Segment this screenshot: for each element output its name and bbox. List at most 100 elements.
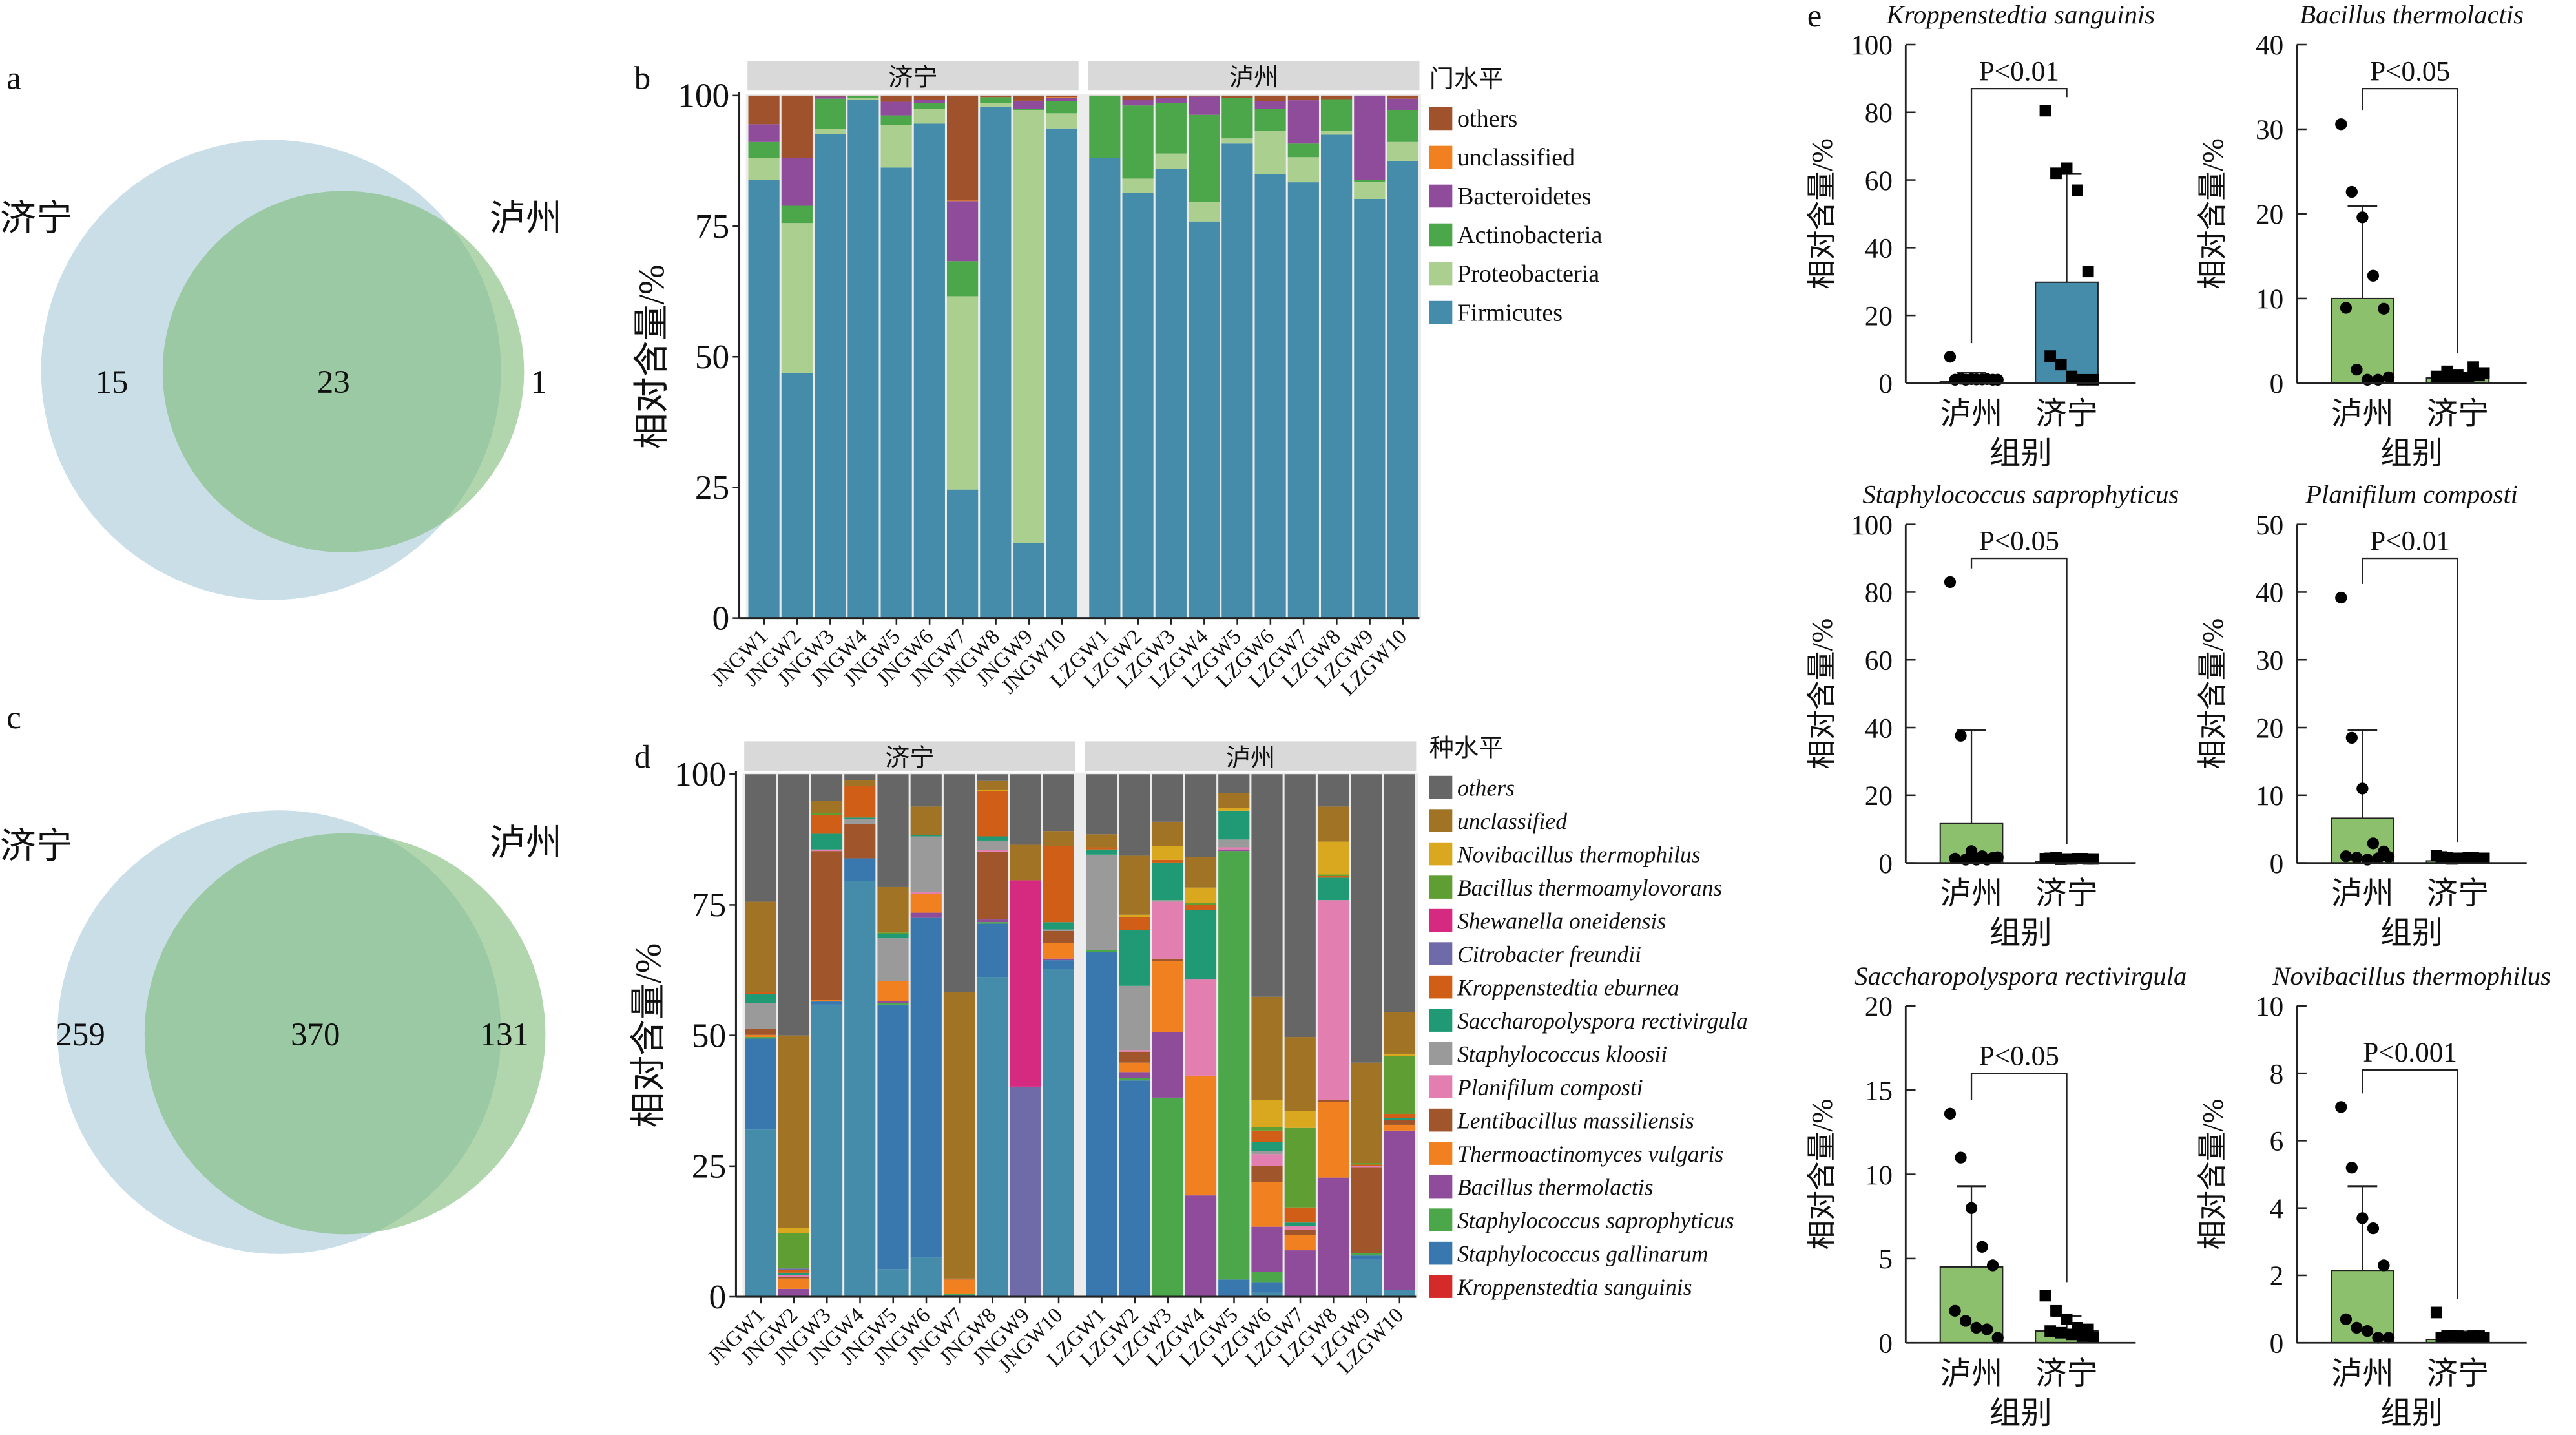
bar-segment — [1284, 1222, 1316, 1226]
bar-segment — [977, 790, 1008, 791]
bar-segment — [1351, 1062, 1382, 1163]
bar-segment — [1043, 929, 1074, 931]
bar-segment — [943, 774, 975, 992]
data-point — [2367, 1222, 2380, 1235]
data-point — [1955, 1151, 1967, 1164]
bar-segment — [880, 101, 912, 116]
bar-segment — [977, 774, 1008, 781]
bar-segment — [1320, 131, 1353, 135]
data-point — [2467, 1330, 2479, 1342]
plot-title: Kroppenstedtia sanguinis — [1886, 0, 2155, 29]
data-point — [2435, 372, 2447, 384]
bar-segment — [1043, 831, 1074, 846]
bar-segment — [1284, 1250, 1316, 1297]
data-point — [2382, 851, 2395, 863]
bar-segment — [844, 881, 876, 1297]
bar-segment — [1254, 109, 1286, 131]
data-point — [1981, 373, 1993, 385]
bar-segment — [1046, 97, 1077, 98]
plot-title: Bacillus thermolactis — [2300, 0, 2524, 29]
bar-segment — [910, 1257, 942, 1297]
y-axis-label: 相对含量/% — [1805, 1099, 1838, 1250]
bar-segment — [778, 1275, 809, 1277]
y-tick-label: 0 — [709, 1277, 726, 1316]
bar-segment — [781, 223, 813, 373]
bar-segment — [811, 813, 843, 815]
y-tick-label: 10 — [2256, 284, 2283, 315]
group-tick-label: 济宁 — [2427, 877, 2489, 911]
bar-segment — [1152, 774, 1183, 822]
bar-segment — [1043, 969, 1074, 1297]
bar-segment — [1188, 221, 1220, 618]
legend-swatch — [1429, 107, 1453, 131]
venn-circle-luzhou — [144, 833, 546, 1235]
y-tick-label: 20 — [1865, 991, 1893, 1022]
legend-swatch — [1429, 1009, 1453, 1032]
legend-label: Shewanella oneidensis — [1457, 908, 1666, 934]
legend-swatch — [1429, 1175, 1453, 1199]
data-point — [2372, 1332, 2384, 1344]
legend-swatch — [1429, 1042, 1453, 1065]
legend-label: Bacillus thermolactis — [1457, 1174, 1654, 1200]
group-tick-label: 济宁 — [2427, 1357, 2489, 1391]
bar-segment — [1354, 182, 1386, 199]
group-tick-label: 泸州 — [1940, 877, 2003, 911]
bar-segment — [781, 373, 813, 618]
legend-swatch — [1429, 1075, 1453, 1098]
bar-segment — [1155, 169, 1187, 618]
data-point — [2356, 782, 2369, 795]
data-point — [2467, 852, 2479, 864]
y-tick-label: 20 — [2256, 199, 2283, 230]
bar-segment — [1043, 846, 1074, 923]
legend-swatch — [1429, 1108, 1453, 1132]
bar-segment — [977, 836, 1008, 841]
bar-segment — [946, 261, 979, 297]
legend-swatch — [1429, 809, 1453, 832]
bar-segment — [880, 95, 912, 102]
bar-segment — [1185, 979, 1217, 1076]
bar-segment — [1284, 774, 1316, 1038]
bar-segment — [1119, 1080, 1150, 1297]
bar-segment — [1284, 1235, 1316, 1251]
venn-count-jining-only: 15 — [96, 364, 129, 401]
bar-segment — [977, 977, 1008, 1297]
data-point — [2351, 1321, 2363, 1334]
bar-segment — [943, 1294, 975, 1295]
bar-segment — [844, 858, 876, 881]
bar-segment — [745, 1034, 776, 1038]
y-tick-label: 2 — [2270, 1261, 2284, 1292]
y-tick-label: 40 — [2256, 30, 2283, 61]
y-tick-label: 30 — [2256, 114, 2283, 145]
bar-segment — [877, 1269, 909, 1297]
significance-bracket — [2362, 1069, 2459, 1299]
legend-label: Novibacillus thermophilus — [1457, 841, 1701, 867]
y-tick-label: 0 — [1878, 368, 1893, 399]
group-tick-label: 泸州 — [2331, 1357, 2394, 1391]
y-tick-label: 20 — [1865, 780, 1893, 812]
bar-segment — [1218, 808, 1250, 811]
bar-segment — [1043, 930, 1074, 943]
bar-segment — [1119, 917, 1150, 930]
group-tick-label: 泸州 — [1940, 397, 2003, 432]
legend-label: Firmicutes — [1457, 299, 1563, 326]
significance-bracket — [2362, 87, 2459, 354]
data-point — [2478, 852, 2490, 864]
bar-segment — [977, 840, 1008, 850]
y-axis-label: 相对含量/% — [2196, 618, 2229, 770]
bar-segment — [778, 1233, 809, 1269]
bar-segment — [1086, 952, 1117, 1297]
p-value-label: P<0.01 — [2370, 525, 2450, 556]
data-point — [2066, 853, 2078, 865]
data-point — [2345, 1162, 2358, 1174]
bar-segment — [1317, 1177, 1349, 1297]
legend-label: Kroppenstedtia sanguinis — [1457, 1274, 1692, 1300]
group-tick-label: 济宁 — [2035, 877, 2098, 911]
x-axis-label: 组别 — [1989, 1396, 2052, 1430]
bar-segment — [1251, 1130, 1283, 1142]
y-tick-label: 75 — [692, 885, 726, 924]
data-point — [2335, 591, 2347, 604]
bar-segment — [1384, 1130, 1415, 1290]
bar-segment — [1119, 985, 1150, 1051]
bar-segment — [1317, 774, 1349, 807]
data-point — [2446, 370, 2458, 382]
